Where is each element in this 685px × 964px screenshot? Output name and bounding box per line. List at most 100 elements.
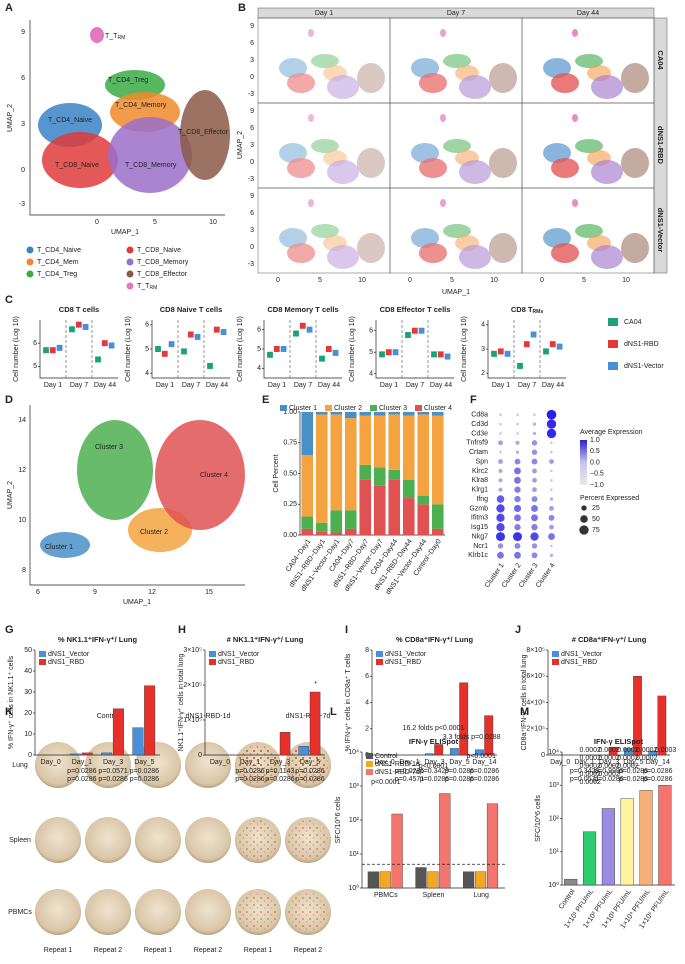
legend-label: dNS1-RBD-1d xyxy=(375,761,420,768)
umap-cluster xyxy=(42,132,118,188)
row-label: dNS1-Vector xyxy=(656,208,665,253)
legend-label: Cluster 1 xyxy=(289,405,317,412)
y-tick-label: 10⁴ xyxy=(548,749,559,756)
p-value: 0.0002 xyxy=(636,747,658,754)
tick-label: 6 xyxy=(21,75,25,82)
x-tick-label: Day_14 xyxy=(646,759,670,766)
legend: T_CD4_Naive T_CD4_Mem T_CD4_Treg T_CD8_Naiv… xyxy=(26,246,189,291)
axis-label: Cell Percent xyxy=(273,454,280,492)
y-tick-label: 2 xyxy=(365,726,369,733)
dot xyxy=(532,468,537,474)
chart-title: IFN-γ ELISpot xyxy=(409,737,459,746)
row-label: Lung xyxy=(12,762,28,769)
cluster-label: Cluster 3 xyxy=(95,444,123,451)
legend-swatch xyxy=(608,362,618,370)
bar xyxy=(144,685,156,756)
p-value: 0.0002 xyxy=(617,747,639,754)
p-value: 0.0002 xyxy=(580,771,602,778)
y-tick-label: 8 xyxy=(365,647,369,654)
bar xyxy=(475,871,487,889)
axis-label: % IFN-γ⁺ cells in NK1.1⁺ cells xyxy=(8,655,15,749)
dot xyxy=(515,450,520,454)
tick-label: 3 xyxy=(250,142,254,149)
bar-segment xyxy=(330,510,343,533)
umap-facet xyxy=(411,29,517,99)
umap-cluster xyxy=(155,420,245,530)
axis-label: UMAP_1 xyxy=(111,229,139,236)
bar xyxy=(101,752,113,756)
p-value: p=0.3429 xyxy=(420,768,449,775)
dot xyxy=(549,497,554,501)
legend-swatch xyxy=(39,651,46,657)
axis-label: Cell number (Log 10) xyxy=(461,316,468,382)
box xyxy=(293,330,299,337)
bar-segment xyxy=(402,479,415,499)
chart-title: CD8 Naive T cells xyxy=(160,305,223,314)
legend-swatch xyxy=(26,258,34,266)
y-tick-label: 2 xyxy=(481,370,485,377)
y-tick-label: 0 xyxy=(541,752,545,759)
y-tick-label: 10¹ xyxy=(549,849,560,856)
x-tick-label: Day_3 xyxy=(270,759,290,766)
tick-label: 6 xyxy=(250,40,254,47)
bar xyxy=(608,746,618,756)
box xyxy=(411,327,418,334)
box xyxy=(306,326,313,333)
y-tick-label: 40 xyxy=(24,668,32,675)
tick-label: 0 xyxy=(540,277,544,284)
tick-label: 10 xyxy=(18,517,26,524)
box xyxy=(325,346,332,352)
y-tick-label: 10³ xyxy=(549,782,560,789)
legend-label: Cluster 3 xyxy=(379,405,407,412)
panel-label: I xyxy=(345,624,348,636)
tick-label: 10 xyxy=(358,277,366,284)
gene-label: Ncr1 xyxy=(473,543,488,550)
box xyxy=(431,351,437,358)
dot xyxy=(496,513,505,522)
label-part: T_T xyxy=(105,33,118,40)
cluster-label: T_CD8_Effector xyxy=(178,129,229,136)
bar xyxy=(132,727,144,756)
bar-segment xyxy=(373,412,386,416)
legend-swatch xyxy=(325,405,332,411)
facet xyxy=(521,187,655,274)
p-value: p=0.0286 xyxy=(619,768,648,775)
tick-label: 15 xyxy=(205,589,213,596)
p-value: p=0.0286 xyxy=(67,776,96,783)
bar-segment xyxy=(388,412,401,415)
y-tick-label: 0.25 xyxy=(283,501,297,508)
legend-tick: −1.0 xyxy=(590,482,604,489)
dot xyxy=(516,432,519,435)
p-value: p=0.0286 xyxy=(265,776,294,783)
bar xyxy=(463,871,475,889)
legend-label: T_CD4_Naive xyxy=(37,247,81,254)
legend-label: T_CD4_Mem xyxy=(37,259,79,266)
axis-label: % IFN-γ⁺ cells in CD8a⁺ T cells xyxy=(345,653,352,751)
p-value: 0.0002 xyxy=(598,747,620,754)
gene-label: Ifitm3 xyxy=(471,515,488,522)
legend-label: dNS1_Vector xyxy=(218,651,260,658)
repeat-label: Repeat 1 xyxy=(44,947,73,954)
box xyxy=(49,347,56,354)
box xyxy=(491,350,497,357)
cluster-label: Cluster 4 xyxy=(200,472,228,479)
box xyxy=(405,332,411,339)
title-part: CD8 T xyxy=(511,305,533,314)
title-part: % CD8a⁺IFN-γ⁺/ Lung xyxy=(396,635,474,644)
tick-label: -3 xyxy=(248,176,254,183)
legend-tick: 0.0 xyxy=(590,459,600,466)
bar-segment xyxy=(359,479,372,535)
p-value: p=0.0571 xyxy=(98,768,127,775)
tick-label: 3 xyxy=(250,57,254,64)
y-tick-label: 10² xyxy=(349,817,360,824)
column-label: Day 7 xyxy=(447,10,465,17)
axis-label: UMAP_2 xyxy=(7,104,14,132)
legend-swatch xyxy=(370,405,377,411)
tick-label: 0 xyxy=(250,74,254,81)
box xyxy=(187,331,194,338)
umap-grid: 9 6 3 0 -3 9 6 3 0 -3 0 5 10 9 6 3 0 -3 0 5 10 0 5 10 xyxy=(248,17,655,284)
bar xyxy=(379,871,391,889)
umap-facet xyxy=(279,199,385,269)
chart: % CD8a⁺IFN-γ⁺/ Lung % IFN-γ⁺ cells in CD8… xyxy=(345,635,499,783)
bar-segment xyxy=(344,528,357,535)
